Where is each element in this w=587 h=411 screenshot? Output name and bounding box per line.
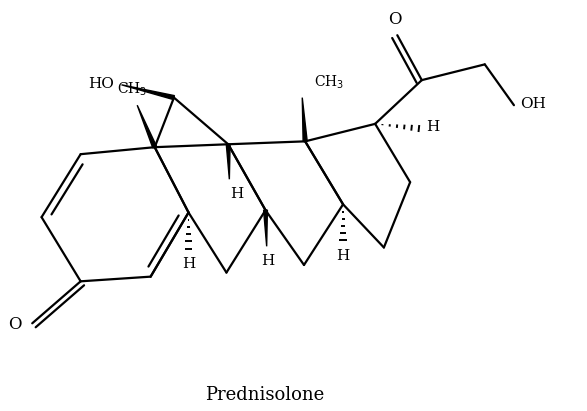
Text: H: H (426, 120, 439, 134)
Polygon shape (137, 105, 157, 148)
Text: O: O (387, 11, 401, 28)
Polygon shape (227, 144, 230, 179)
Text: CH$_3$: CH$_3$ (314, 73, 344, 90)
Text: H: H (231, 187, 244, 201)
Text: OH: OH (519, 97, 546, 111)
Text: Prednisolone: Prednisolone (205, 386, 324, 404)
Text: O: O (8, 316, 22, 333)
Text: HO: HO (89, 76, 114, 90)
Text: H: H (182, 257, 195, 271)
Polygon shape (264, 210, 268, 246)
Polygon shape (122, 85, 174, 99)
Text: H: H (261, 254, 275, 268)
Text: H: H (336, 249, 350, 263)
Polygon shape (302, 98, 307, 141)
Text: CH$_3$: CH$_3$ (117, 81, 148, 98)
